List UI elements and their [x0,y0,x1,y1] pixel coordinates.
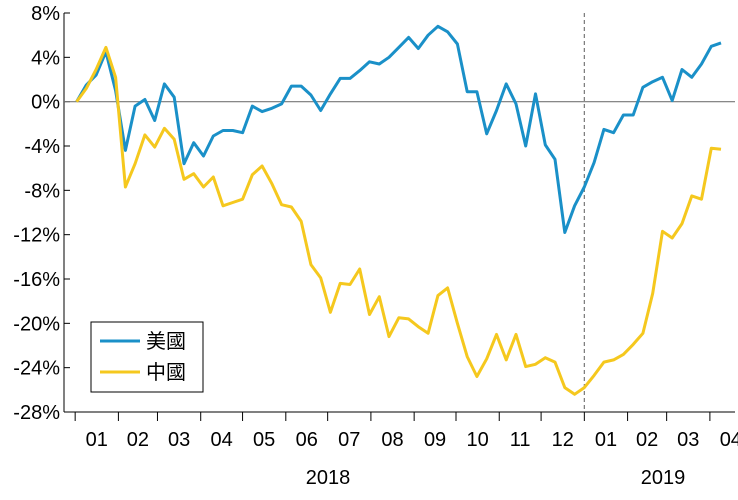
x-tick-label: 03 [677,429,699,451]
y-tick-label: -28% [13,402,60,424]
x-tick-label: 11 [510,429,531,451]
legend-label-us: 美國 [146,330,186,353]
x-tick-label: 08 [381,429,403,451]
y-axis: 8% 4% 0% -4% -8% -12% -16% -20% -24% -28% [13,3,735,424]
x-tick-label: 02 [636,429,658,451]
x-tick-label: 05 [253,429,275,451]
x-axis: 01 02 03 04 05 06 07 08 09 10 11 12 01 02 03 04 [64,13,738,451]
x-tick-label: 01 [595,429,617,451]
y-tick-label: 0% [31,92,60,114]
legend: 美國 中國 [90,321,204,393]
x-tick-label: 06 [296,429,318,451]
x-tick-label: 03 [168,429,190,451]
y-tick-label: 4% [31,47,60,69]
y-tick-label: -20% [13,313,60,335]
year-label-2018: 2018 [306,467,351,489]
x-tick-label: 10 [466,429,488,451]
x-tick-label: 01 [86,429,108,451]
y-tick-label: -16% [13,269,60,291]
y-tick-label: -4% [24,136,60,158]
y-tick-label: -24% [13,358,60,380]
year-labels: 2018 2019 [306,467,686,489]
x-tick-label: 07 [338,429,360,451]
y-tick-label: -8% [24,180,60,202]
y-tick-label: 8% [31,3,60,25]
legend-box [90,321,204,393]
series-lines [75,24,722,396]
y-tick-label: -12% [13,225,60,247]
x-tick-label: 12 [552,429,574,451]
series-line-china [75,45,722,396]
x-tick-label: 02 [127,429,149,451]
year-label-2019: 2019 [641,467,686,489]
legend-label-china: 中國 [146,361,186,384]
series-line-us [75,24,722,234]
x-tick-label: 04 [720,429,738,451]
x-tick-label: 04 [211,429,233,451]
x-tick-label: 09 [424,429,446,451]
